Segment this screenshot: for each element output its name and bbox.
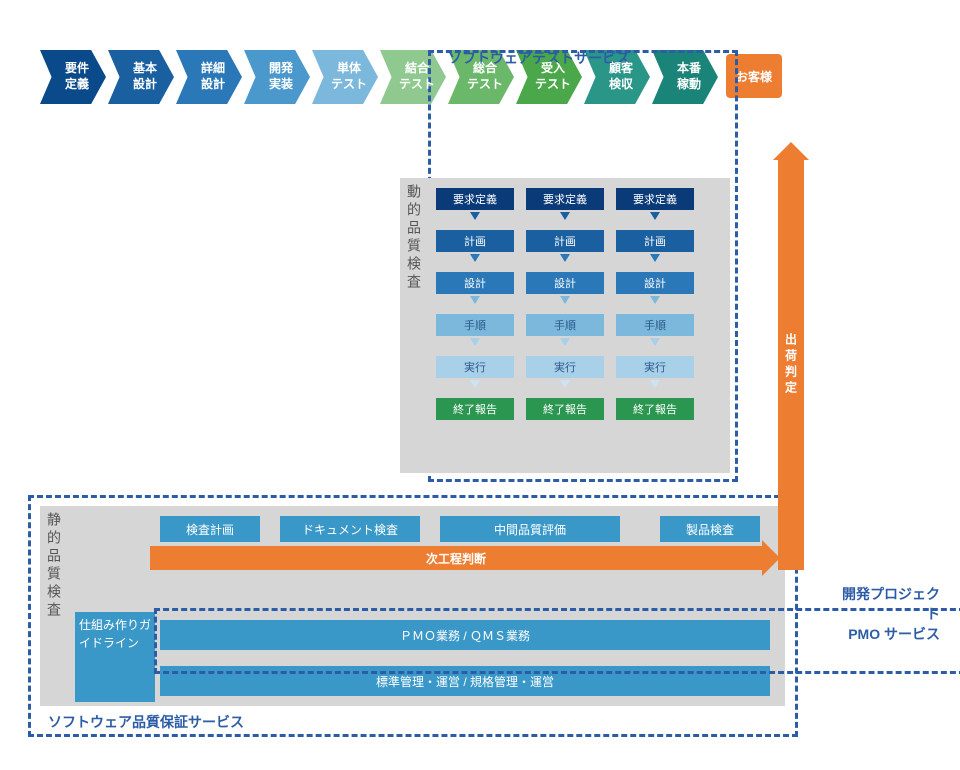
static-quality-title: 静的品質検査 — [40, 506, 68, 706]
flow-arrow — [560, 296, 570, 304]
dynamic-flow-grid: 要求定義計画設計手順実行終了報告要求定義計画設計手順実行終了報告要求定義計画設計… — [428, 178, 702, 473]
flow-column-0: 要求定義計画設計手順実行終了報告 — [436, 188, 514, 463]
flow-step-2: 設計 — [436, 272, 514, 294]
static-row1-box-2: 中間品質評価 — [440, 516, 620, 542]
flow-arrow — [560, 254, 570, 262]
flow-step-5: 終了報告 — [436, 398, 514, 420]
flow-arrow — [560, 338, 570, 346]
chevron-2: 詳細設計 — [176, 50, 242, 104]
chevron-1: 基本設計 — [108, 50, 174, 104]
flow-arrow — [650, 380, 660, 388]
flow-arrow — [470, 254, 480, 262]
dynamic-quality-title: 動的品質検査 — [400, 178, 428, 473]
dynamic-quality-panel: 動的品質検査要求定義計画設計手順実行終了報告要求定義計画設計手順実行終了報告要求… — [400, 178, 730, 473]
chevron-3: 開発実装 — [244, 50, 310, 104]
flow-step-3: 手順 — [526, 314, 604, 336]
flow-arrow — [650, 254, 660, 262]
flow-step-3: 手順 — [616, 314, 694, 336]
flow-arrow — [650, 296, 660, 304]
guideline-box: 仕組み作りガイドライン — [75, 612, 155, 702]
static-row1-box-3: 製品検査 — [660, 516, 760, 542]
next-process-arrow: 次工程判断 — [150, 546, 762, 570]
flow-step-0: 要求定義 — [436, 188, 514, 210]
flow-column-2: 要求定義計画設計手順実行終了報告 — [616, 188, 694, 463]
static-row1-box-1: ドキュメント検査 — [280, 516, 420, 542]
ship-judge-label: 出荷判定 — [783, 333, 800, 397]
flow-step-0: 要求定義 — [526, 188, 604, 210]
flow-arrow — [650, 212, 660, 220]
flow-arrow — [650, 338, 660, 346]
flow-step-2: 設計 — [526, 272, 604, 294]
flow-step-4: 実行 — [436, 356, 514, 378]
flow-step-4: 実行 — [526, 356, 604, 378]
flow-arrow — [560, 212, 570, 220]
label-pmo-service: 開発プロジェクトPMO サービス — [830, 584, 940, 644]
flow-step-1: 計画 — [436, 230, 514, 252]
flow-step-4: 実行 — [616, 356, 694, 378]
flow-step-1: 計画 — [526, 230, 604, 252]
ship-judge-arrow: 出荷判定 — [778, 160, 804, 570]
chevron-4: 単体テスト — [312, 50, 378, 104]
flow-step-5: 終了報告 — [526, 398, 604, 420]
static-row1-box-0: 検査計画 — [160, 516, 260, 542]
flow-arrow — [470, 212, 480, 220]
flow-arrow — [470, 380, 480, 388]
flow-column-1: 要求定義計画設計手順実行終了報告 — [526, 188, 604, 463]
chevron-0: 要件定義 — [40, 50, 106, 104]
flow-arrow — [470, 296, 480, 304]
flow-step-2: 設計 — [616, 272, 694, 294]
flow-step-5: 終了報告 — [616, 398, 694, 420]
flow-step-3: 手順 — [436, 314, 514, 336]
flow-arrow — [470, 338, 480, 346]
label-qa-service: ソフトウェア品質保証サービス — [48, 712, 244, 732]
flow-arrow — [560, 380, 570, 388]
flow-step-0: 要求定義 — [616, 188, 694, 210]
flow-step-1: 計画 — [616, 230, 694, 252]
